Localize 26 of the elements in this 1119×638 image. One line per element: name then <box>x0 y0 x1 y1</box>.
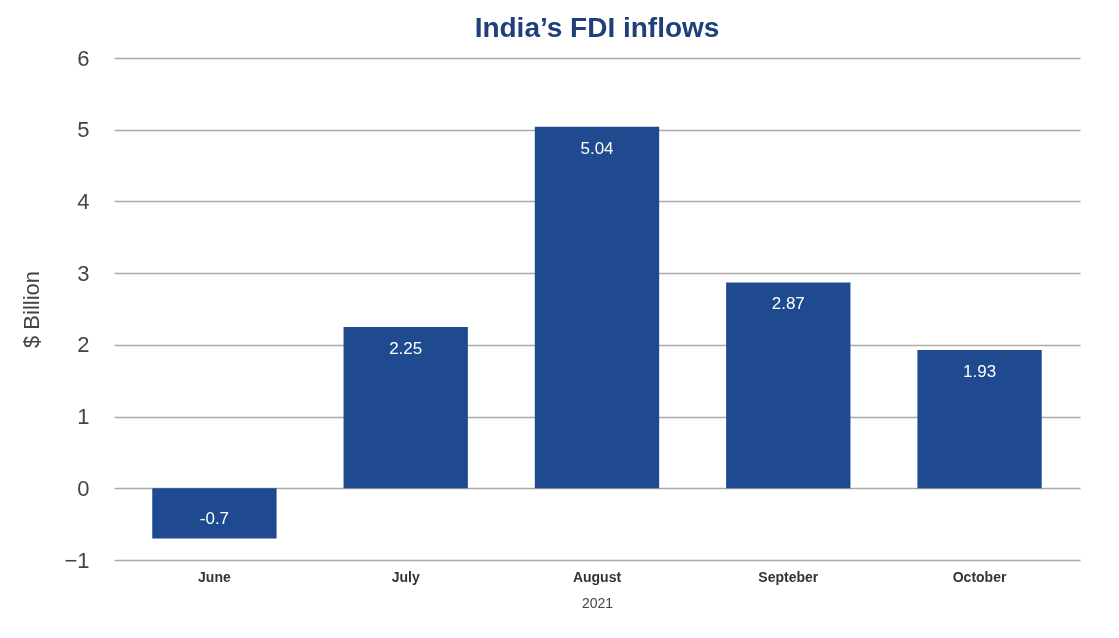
y-tick-label: 1 <box>77 404 90 430</box>
y-tick-label: −1 <box>64 547 90 573</box>
x-axis-title: 2021 <box>581 594 614 611</box>
x-tick-label: July <box>391 568 420 585</box>
y-tick-label: 0 <box>77 475 90 501</box>
y-axis-title: $ Billion <box>19 270 45 349</box>
data-label: 2.25 <box>389 338 423 358</box>
data-label: -0.7 <box>199 509 230 529</box>
y-tick-label: 5 <box>77 117 90 143</box>
bar <box>343 326 468 489</box>
y-tick-label: 4 <box>77 188 90 214</box>
y-tick-label: 3 <box>77 260 90 286</box>
x-tick-label: June <box>198 568 231 585</box>
y-tick-label: 6 <box>77 45 90 71</box>
data-label: 2.87 <box>771 294 805 314</box>
x-tick-label: Septeber <box>758 568 819 585</box>
y-tick-label: 2 <box>77 332 90 358</box>
x-tick-label: August <box>572 568 622 585</box>
data-label: 1.93 <box>963 361 997 381</box>
bar <box>917 349 1042 489</box>
data-label: 5.04 <box>580 138 614 158</box>
bar <box>152 488 277 539</box>
x-tick-label: October <box>952 568 1007 585</box>
bar <box>726 282 851 489</box>
bar <box>534 126 660 489</box>
chart-title: India’s FDI inflows <box>474 12 720 43</box>
